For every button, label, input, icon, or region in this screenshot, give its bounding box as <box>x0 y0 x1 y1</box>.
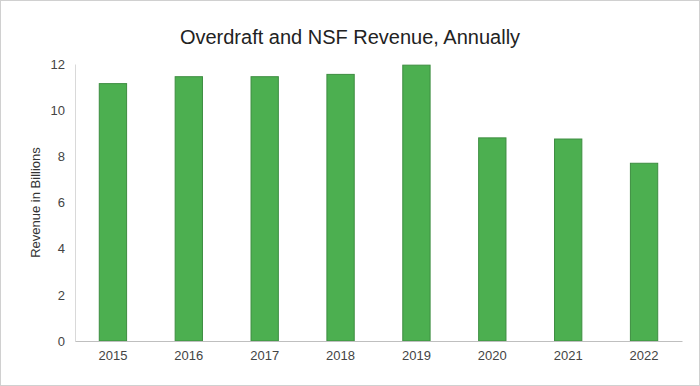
bar <box>251 77 278 341</box>
chart-frame <box>1 1 700 386</box>
y-tick-label: 4 <box>58 241 65 256</box>
x-tick-label: 2021 <box>554 348 583 363</box>
y-tick: 8 <box>58 149 65 164</box>
bar <box>479 138 506 341</box>
y-tick: 6 <box>58 195 65 210</box>
y-tick-label: 8 <box>58 149 65 164</box>
x-tick: 2015 <box>98 348 127 363</box>
x-tick: 2018 <box>326 348 355 363</box>
y-tick: 12 <box>51 57 65 72</box>
bar <box>555 139 582 341</box>
y-tick: 2 <box>58 287 65 302</box>
bar <box>327 74 354 341</box>
y-tick-label: 10 <box>51 103 65 118</box>
y-tick: 10 <box>51 103 65 118</box>
x-tick: 2021 <box>554 348 583 363</box>
plot-area: 0 2 4 6 8 10 12 2015 2016 2017 2018 2019 2020 2021 202… <box>51 57 683 364</box>
x-tick-label: 2019 <box>402 348 431 363</box>
bar <box>175 77 202 341</box>
x-tick-label: 2017 <box>250 348 279 363</box>
x-tick-label: 2015 <box>98 348 127 363</box>
y-axis-line <box>75 65 76 342</box>
y-axis-title: Revenue in Billions <box>28 147 43 258</box>
y-tick-label: 12 <box>51 57 65 72</box>
x-tick-label: 2020 <box>478 348 507 363</box>
bar <box>403 65 430 341</box>
bars <box>99 65 657 341</box>
x-tick: 2017 <box>250 348 279 363</box>
y-tick: 4 <box>58 241 65 256</box>
x-tick: 2019 <box>402 348 431 363</box>
x-axis: 2015 2016 2017 2018 2019 2020 2021 2022 <box>76 342 683 364</box>
x-tick-label: 2016 <box>174 348 203 363</box>
y-axis: 0 2 4 6 8 10 12 <box>51 57 76 349</box>
title: Overdraft and NSF Revenue, Annually <box>180 26 520 48</box>
x-tick: 2020 <box>478 348 507 363</box>
y-tick: 0 <box>58 334 65 349</box>
y-tick-label: 2 <box>58 287 65 302</box>
x-tick: 2016 <box>174 348 203 363</box>
y-tick-label: 0 <box>58 334 65 349</box>
x-tick-label: 2018 <box>326 348 355 363</box>
chart: Overdraft and NSF Revenue, Annually Reven… <box>0 0 700 386</box>
x-axis-line <box>76 341 683 342</box>
y-tick-label: 6 <box>58 195 65 210</box>
bar <box>99 84 126 341</box>
x-tick-label: 2022 <box>630 348 659 363</box>
bar <box>630 163 657 341</box>
x-tick: 2022 <box>630 348 659 363</box>
